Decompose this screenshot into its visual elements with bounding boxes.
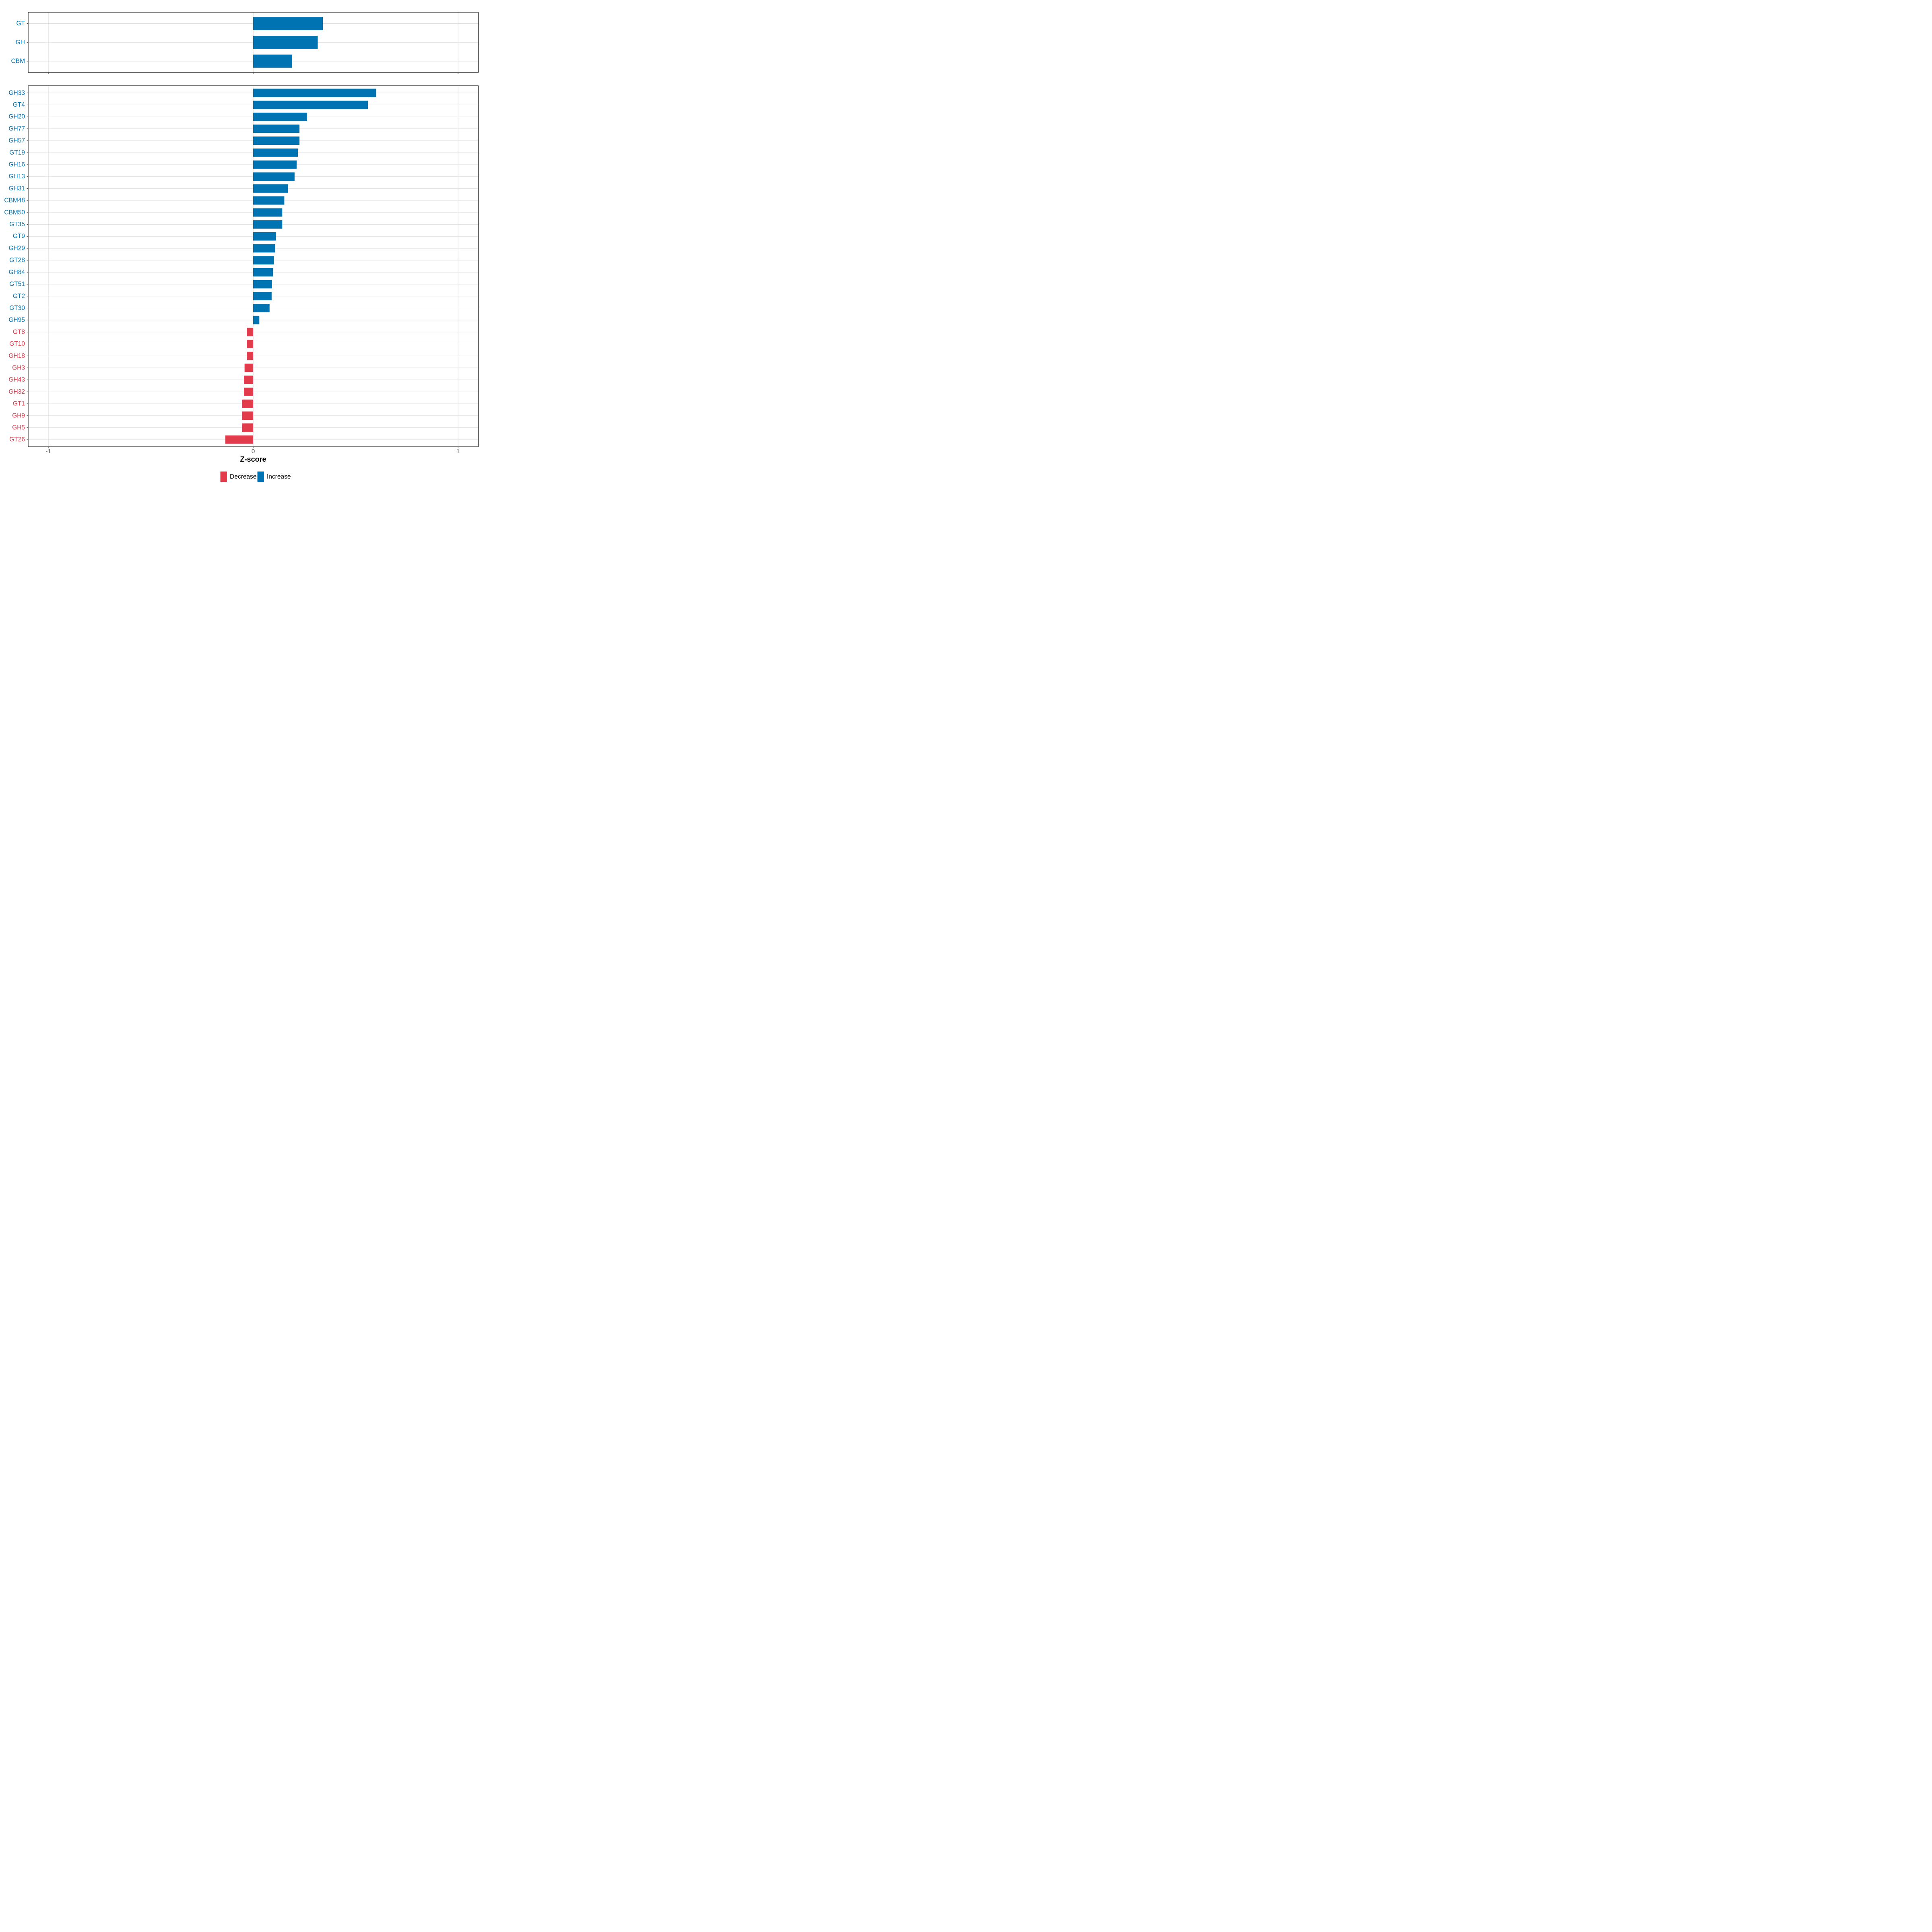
legend: Decrease Increase: [220, 471, 291, 482]
category-label-CBM48: CBM48: [4, 197, 25, 204]
legend-item-increase: Increase: [257, 471, 291, 482]
bar-GH3: [244, 363, 253, 372]
bar-GT8: [247, 328, 253, 336]
bar-GH29: [253, 244, 275, 253]
bar-GH5: [242, 423, 253, 432]
bar-GT2: [253, 292, 272, 301]
category-label-GT4: GT4: [13, 101, 25, 108]
category-label-GH5: GH5: [12, 424, 25, 431]
category-label-GH9: GH9: [12, 412, 25, 419]
legend-label-decrease: Decrease: [230, 473, 256, 480]
bar-GH13: [253, 172, 295, 181]
category-label-GH: GH: [16, 39, 25, 46]
category-label-GT51: GT51: [9, 281, 25, 288]
x-tick-label: -1: [45, 448, 51, 455]
bar-GT4: [253, 101, 368, 109]
zscore-bar-chart: GTGHCBMGH33GT4GH20GH77GH57GT19GH16GH13GH…: [4, 12, 479, 482]
category-label-GH43: GH43: [9, 376, 25, 383]
category-label-GH16: GH16: [9, 161, 25, 168]
bar-GT1: [242, 399, 253, 408]
bar-GH20: [253, 112, 307, 121]
category-label-GH29: GH29: [9, 245, 25, 252]
panel-family-detail: GH33 GT4 GH20 GH77 GH57 GT19 GH16 GH13 GH31 CBM48…: [4, 85, 479, 448]
category-label-GH3: GH3: [12, 364, 25, 371]
category-label-GH31: GH31: [9, 185, 25, 192]
legend-label-increase: Increase: [267, 473, 291, 480]
category-label-GT26: GT26: [9, 436, 25, 443]
category-label-CBM50: CBM50: [4, 209, 25, 216]
bar-GH84: [253, 268, 273, 277]
bar-GH18: [247, 351, 253, 360]
category-label-GT30: GT30: [9, 305, 25, 312]
bar-GH31: [253, 184, 288, 193]
bar-GH: [253, 35, 318, 49]
category-label-GT1: GT1: [13, 400, 25, 407]
bar-GH32: [244, 387, 253, 396]
legend-key-decrease: [220, 471, 227, 482]
category-label-GT2: GT2: [13, 293, 25, 299]
category-label-GT19: GT19: [9, 149, 25, 156]
bar-CBM50: [253, 208, 283, 217]
figure: GT GH CBM GH33 GT4 GH20 GH77 GH57 GT19 GH16 GH13 GH…: [0, 0, 483, 483]
bar-GH95: [253, 316, 260, 324]
legend-item-decrease: Decrease: [220, 471, 256, 482]
category-label-GT28: GT28: [9, 257, 25, 264]
x-tick-label: 1: [456, 448, 460, 455]
bar-GH77: [253, 124, 300, 133]
bar-GT28: [253, 256, 274, 265]
category-label-GT9: GT9: [13, 233, 25, 240]
category-label-GH84: GH84: [9, 269, 25, 276]
category-label-GT8: GT8: [13, 328, 25, 335]
bar-GT9: [253, 232, 276, 241]
category-label-GH33: GH33: [9, 89, 25, 96]
bar-GH43: [244, 376, 253, 384]
category-label-CBM: CBM: [11, 58, 25, 64]
x-tick-label: 0: [252, 448, 255, 455]
category-label-GH57: GH57: [9, 137, 25, 144]
category-label-GT35: GT35: [9, 221, 25, 228]
bar-GT30: [253, 304, 270, 312]
bar-CBM48: [253, 196, 285, 205]
bar-GT19: [253, 148, 298, 157]
category-label-GH95: GH95: [9, 317, 25, 324]
bar-GT: [253, 17, 323, 30]
category-label-GH13: GH13: [9, 173, 25, 180]
bar-GT51: [253, 280, 272, 289]
bar-GT26: [225, 435, 253, 444]
x-axis-title: Z-score: [240, 455, 266, 463]
panel-class-summary: GT GH CBM: [11, 12, 479, 74]
bar-GT10: [247, 340, 253, 348]
bar-GH16: [253, 160, 297, 169]
panels-layer: GTGHCBMGH33GT4GH20GH77GH57GT19GH16GH13GH…: [4, 12, 479, 448]
legend-key-increase: [257, 471, 264, 482]
category-label-GH32: GH32: [9, 388, 25, 395]
bar-GH9: [242, 411, 253, 420]
category-label-GH20: GH20: [9, 114, 25, 120]
bar-CBM: [253, 54, 292, 68]
x-axis: -1 0 1: [45, 448, 460, 455]
category-label-GT: GT: [16, 20, 25, 27]
category-label-GH77: GH77: [9, 125, 25, 132]
bar-GH57: [253, 136, 300, 145]
bar-GT35: [253, 220, 283, 229]
category-label-GT10: GT10: [9, 341, 25, 347]
bar-GH33: [253, 89, 376, 97]
category-label-GH18: GH18: [9, 353, 25, 359]
